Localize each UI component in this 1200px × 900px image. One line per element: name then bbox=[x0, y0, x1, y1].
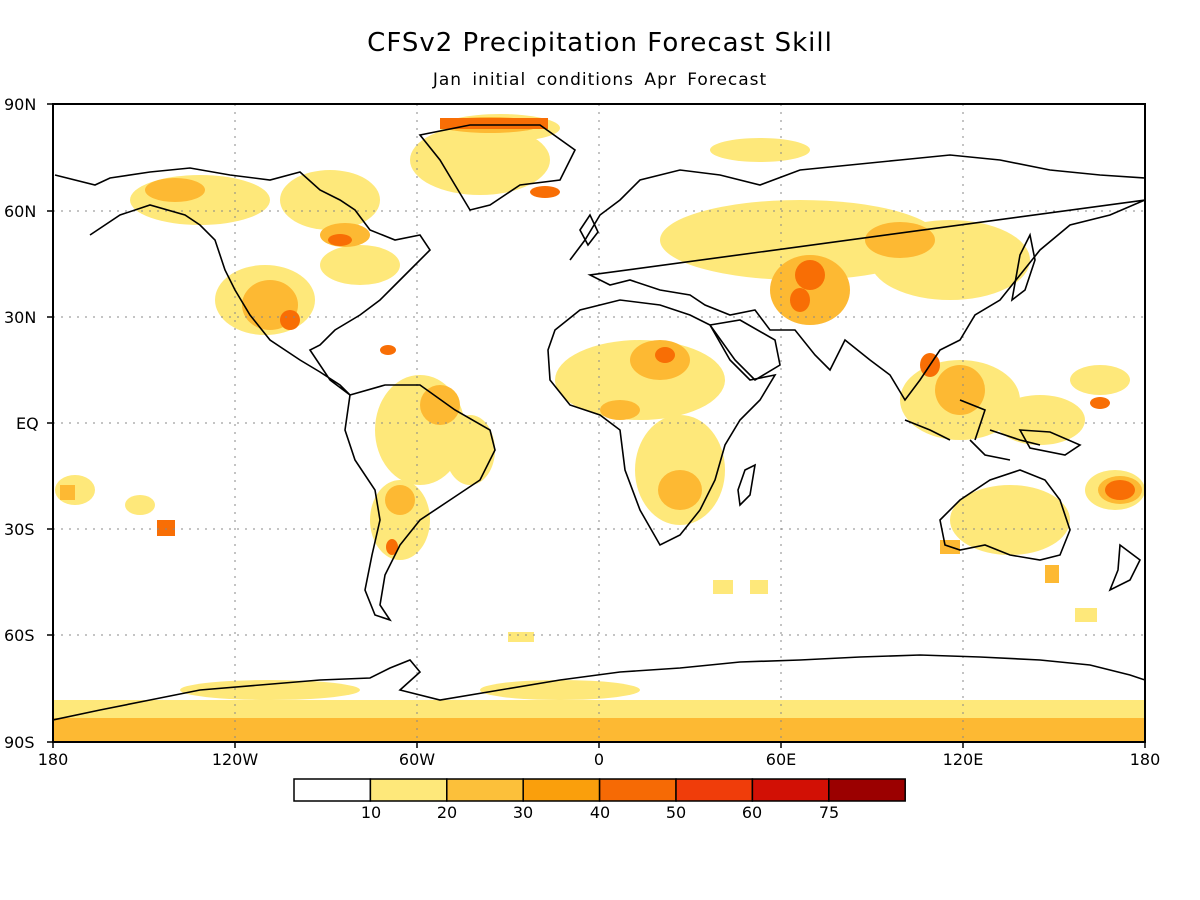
lon-label-60e: 60E bbox=[765, 750, 797, 769]
legend-swatch bbox=[675, 778, 754, 802]
lat-label-60s: 60S bbox=[4, 626, 35, 645]
legend-swatch bbox=[293, 778, 372, 802]
legend-swatch bbox=[598, 778, 677, 802]
legend-label-30: 30 bbox=[512, 803, 534, 822]
legend-swatch bbox=[522, 778, 601, 802]
lat-label-30n: 30N bbox=[4, 308, 37, 327]
legend-swatch bbox=[446, 778, 524, 802]
legend-swatch bbox=[751, 778, 830, 802]
lat-label-90s: 90S bbox=[4, 733, 35, 752]
legend-label-50: 50 bbox=[665, 803, 687, 822]
lat-label-60n: 60N bbox=[4, 202, 37, 221]
lat-label-30s: 30S bbox=[4, 520, 35, 539]
lon-label-180e: 180 bbox=[1129, 750, 1161, 769]
legend-label-40: 40 bbox=[589, 803, 611, 822]
lon-label-120e: 120E bbox=[942, 750, 984, 769]
graticule bbox=[53, 104, 1145, 742]
map-subtitle: Jan initial conditions Apr Forecast bbox=[432, 70, 768, 90]
coastlines bbox=[53, 124, 1145, 742]
legend-swatch bbox=[369, 778, 448, 802]
lat-label-90n: 90N bbox=[4, 95, 37, 114]
lon-label-60w: 60W bbox=[398, 750, 436, 769]
legend-label-75: 75 bbox=[818, 803, 840, 822]
map-title: CFSv2 Precipitation Forecast Skill bbox=[367, 28, 833, 58]
legend-swatch bbox=[828, 778, 906, 802]
legend-colorbar bbox=[293, 778, 906, 802]
lon-label-0: 0 bbox=[593, 750, 605, 769]
legend-label-20: 20 bbox=[436, 803, 458, 822]
lat-label-eq: EQ bbox=[16, 414, 39, 433]
lon-label-120w: 120W bbox=[211, 750, 259, 769]
lon-label-180w: 180 bbox=[37, 750, 69, 769]
axis-ticks bbox=[47, 103, 1146, 748]
legend-label-10: 10 bbox=[360, 803, 382, 822]
legend-label-60: 60 bbox=[741, 803, 763, 822]
